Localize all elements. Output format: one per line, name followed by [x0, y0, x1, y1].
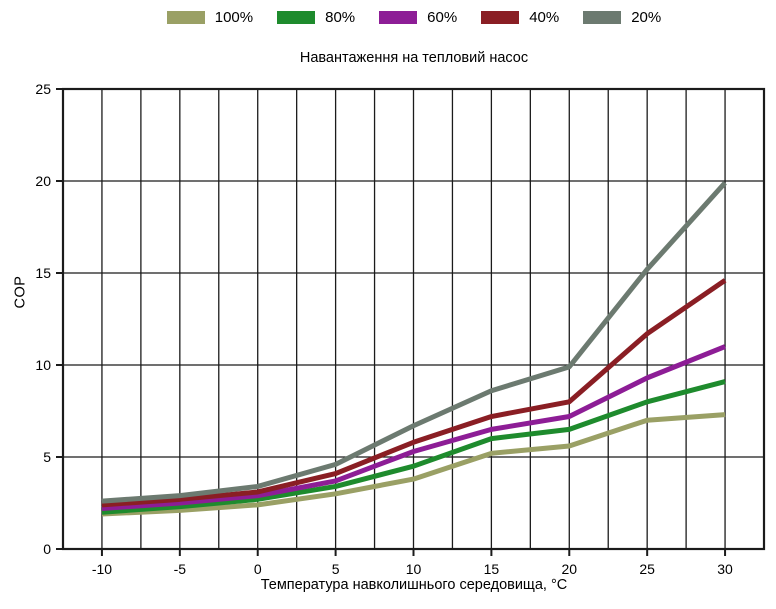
legend-swatch [481, 11, 520, 24]
svg-text:-5: -5 [174, 561, 187, 577]
legend-label: 100% [214, 9, 254, 26]
svg-text:10: 10 [35, 357, 51, 373]
svg-text:25: 25 [35, 81, 51, 97]
svg-text:15: 15 [484, 561, 500, 577]
series-line-40 [101, 278, 727, 508]
y-axis-ticks: 0 5 10 15 20 25 [35, 81, 63, 557]
svg-text:15: 15 [35, 265, 51, 281]
series-line-20 [101, 181, 727, 504]
legend-label: 40% [529, 9, 560, 26]
svg-text:25: 25 [639, 561, 655, 577]
x-axis-label: Температура навколишнього середовища, °C [260, 577, 568, 593]
svg-text:5: 5 [332, 561, 340, 577]
chart-title: Навантаження на тепловий насос [299, 50, 529, 66]
legend-item-20: 20% [583, 10, 661, 25]
svg-text:30: 30 [717, 561, 733, 577]
legend-swatch [379, 11, 418, 24]
legend-item-40: 40% [481, 10, 559, 25]
x-axis-ticks: -10 -5 0 5 10 15 20 25 30 [92, 549, 733, 577]
svg-text:5: 5 [43, 449, 51, 465]
series-line-100 [101, 412, 726, 517]
series-line-60 [101, 344, 726, 512]
svg-text:0: 0 [43, 541, 51, 557]
legend-label: 20% [631, 9, 662, 26]
legend-swatch [277, 11, 316, 24]
legend-swatch [583, 11, 622, 24]
legend-item-60: 60% [379, 10, 457, 25]
svg-text:20: 20 [35, 173, 51, 189]
legend-label: 60% [427, 9, 458, 26]
legend: 100% 80% 60% 40% 20% [63, 10, 765, 25]
svg-text:20: 20 [561, 561, 577, 577]
legend-item-100: 100% [166, 9, 254, 26]
svg-text:0: 0 [254, 561, 262, 577]
svg-text:-10: -10 [92, 561, 112, 577]
legend-label: 80% [325, 9, 356, 26]
legend-item-80: 80% [277, 10, 355, 25]
svg-text:10: 10 [406, 561, 422, 577]
legend-swatch [166, 11, 205, 24]
series-line-80 [101, 379, 726, 515]
